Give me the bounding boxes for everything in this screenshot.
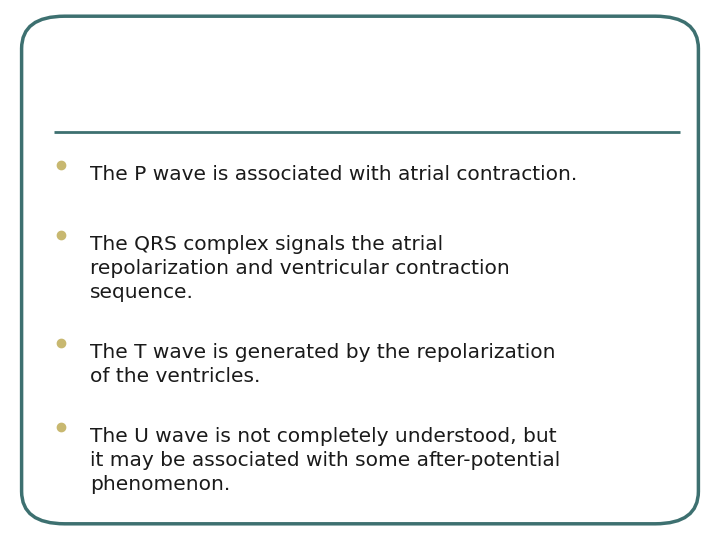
Text: The T wave is generated by the repolarization
of the ventricles.: The T wave is generated by the repolariz… <box>90 343 556 386</box>
Text: The QRS complex signals the atrial
repolarization and ventricular contraction
se: The QRS complex signals the atrial repol… <box>90 235 510 302</box>
Text: The U wave is not completely understood, but
it may be associated with some afte: The U wave is not completely understood,… <box>90 427 560 494</box>
FancyBboxPatch shape <box>22 16 698 524</box>
Text: The P wave is associated with atrial contraction.: The P wave is associated with atrial con… <box>90 165 577 184</box>
